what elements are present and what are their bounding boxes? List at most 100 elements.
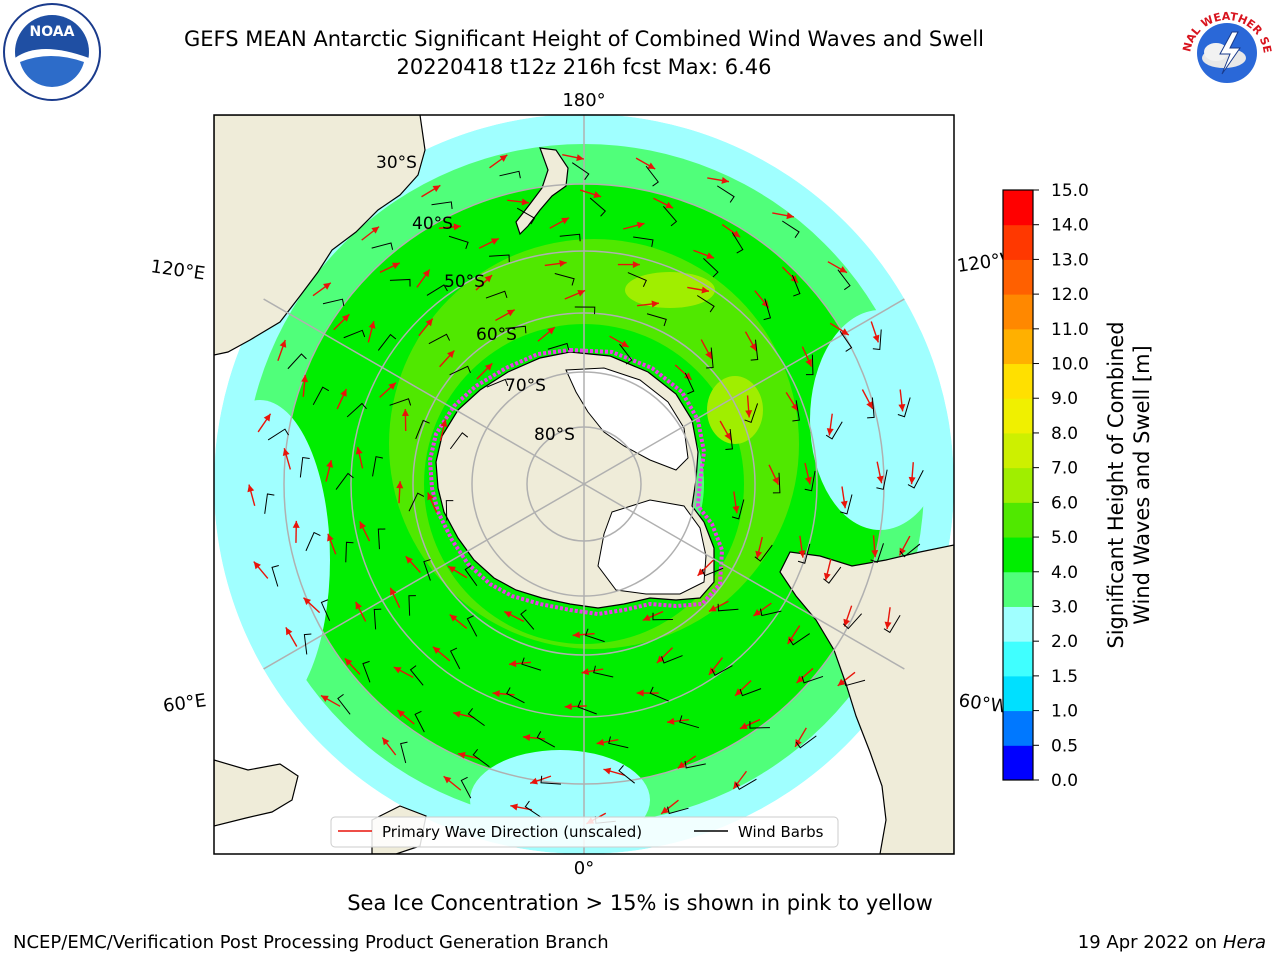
wind-barb (801, 675, 824, 684)
lat-label-50s: 50°S (444, 272, 485, 292)
wave-arrow-head (708, 605, 717, 612)
wave-arrow-head (492, 690, 500, 698)
wind-barb (335, 472, 354, 490)
wind-barb (312, 386, 330, 406)
wind-barb (823, 566, 842, 584)
wave-band (810, 310, 950, 530)
colorbar-title: Significant Height of Combined Wind Wave… (1104, 321, 1154, 649)
wave-arrow-head (791, 403, 798, 412)
wind-barb (842, 613, 863, 630)
wave-arrow-head (564, 703, 572, 711)
wave-arrow-head (530, 777, 538, 785)
wind-barb (362, 660, 371, 683)
colorbar-segment (1003, 259, 1033, 295)
meridian (214, 223, 585, 485)
wave-arrow-head (871, 549, 879, 558)
wind-barb (516, 207, 536, 225)
wave-arrow-head (823, 572, 831, 581)
wave-arrow-head (359, 521, 366, 530)
colorbar-tick-label: 14.0 (1051, 216, 1089, 236)
wave-arrow-head (795, 739, 802, 747)
wave-arrow-head (721, 176, 729, 184)
wave-arrow-head (355, 601, 362, 610)
land-africa (214, 759, 299, 827)
wave-arrow-head (559, 259, 567, 267)
wave-arrow-head (661, 806, 669, 814)
wind-barb (337, 693, 351, 715)
wave-arrow-head (303, 597, 312, 606)
wind-barb (782, 220, 800, 238)
wind-barb (883, 615, 901, 634)
wind-barb (717, 603, 739, 612)
colorbar-segment (1003, 398, 1033, 434)
colorbar-segment (1003, 537, 1033, 573)
wave-arrow-head (355, 446, 363, 455)
wave-arrow-head (382, 737, 390, 746)
wave-arrow-head (651, 300, 659, 308)
wind-barb (464, 565, 478, 587)
wave-arrow-head (327, 533, 334, 542)
wind-barb (839, 330, 853, 352)
wind-barb (305, 531, 321, 552)
wind-barb (667, 806, 689, 815)
wind-barb (684, 760, 706, 769)
wind-barb (466, 615, 478, 637)
wind-barb (408, 595, 416, 616)
wave-arrow-head (898, 404, 906, 412)
wind-barb (731, 232, 744, 254)
wind-barb (322, 298, 345, 307)
colorbar-ticks: 0.0 0.5 1.0 1.5 2.0 3.0 4.0 5.0 6.0 7.0 8.0 9.0 10.0… (1033, 181, 1089, 791)
wind-barb (649, 686, 669, 702)
wind-barb (645, 165, 659, 187)
wave-arrow-head (263, 413, 271, 422)
weddell-ice-shelf (597, 499, 707, 595)
wave-arrow-head (665, 201, 674, 209)
wind-barb (377, 528, 386, 550)
wind-barb (408, 492, 425, 512)
lon-label-60e: 60°E (162, 690, 208, 717)
wave-arrow-head (457, 751, 466, 759)
wind-barb (505, 325, 527, 334)
wind-barb (897, 397, 911, 418)
lon-label-0: 0° (574, 858, 594, 879)
colorbar-segment (1003, 675, 1033, 712)
wind-barb (593, 665, 614, 678)
wind-barb (792, 400, 800, 422)
wave-arrow-head (798, 550, 806, 558)
wind-barb (287, 353, 307, 370)
colorbar-tick-label: 10.0 (1051, 355, 1089, 375)
wave-arrow-head (739, 722, 748, 729)
wind-barb (870, 543, 884, 563)
wind-barb (373, 608, 382, 630)
wind-barb (584, 628, 605, 643)
wind-barb (409, 665, 424, 686)
meridian (583, 483, 954, 745)
wind-barb (467, 708, 485, 727)
lat-label-80s: 80°S (534, 425, 575, 445)
ross-ice-shelf (565, 367, 689, 471)
wave-arrow-head (843, 618, 851, 627)
wave-arrow-head (724, 432, 731, 441)
wave-band (707, 376, 763, 444)
wave-arrow-head (247, 484, 255, 493)
wave-arrow-head (390, 587, 397, 596)
colorbar-tick-label: 11.0 (1051, 320, 1089, 340)
wave-arrow-head (509, 660, 517, 668)
wind-barb (608, 736, 629, 749)
colorbar-segment (1003, 502, 1033, 538)
wind-barb (343, 329, 366, 339)
wind-barb (706, 347, 714, 369)
wave-arrow-head (772, 476, 779, 485)
wind-barb (754, 544, 773, 562)
wave-arrow-head (447, 350, 455, 359)
wind-barb (646, 313, 667, 327)
wave-arrow-head (279, 340, 287, 348)
wave-arrow-head (561, 217, 570, 225)
wave-arrow-head (504, 611, 513, 618)
wave-arrow-head (484, 275, 493, 283)
footer-host: Hera (1222, 932, 1266, 953)
colorbar-tick-label: 6.0 (1051, 493, 1078, 513)
wind-barb (661, 655, 683, 664)
wave-arrow-head (705, 351, 712, 359)
